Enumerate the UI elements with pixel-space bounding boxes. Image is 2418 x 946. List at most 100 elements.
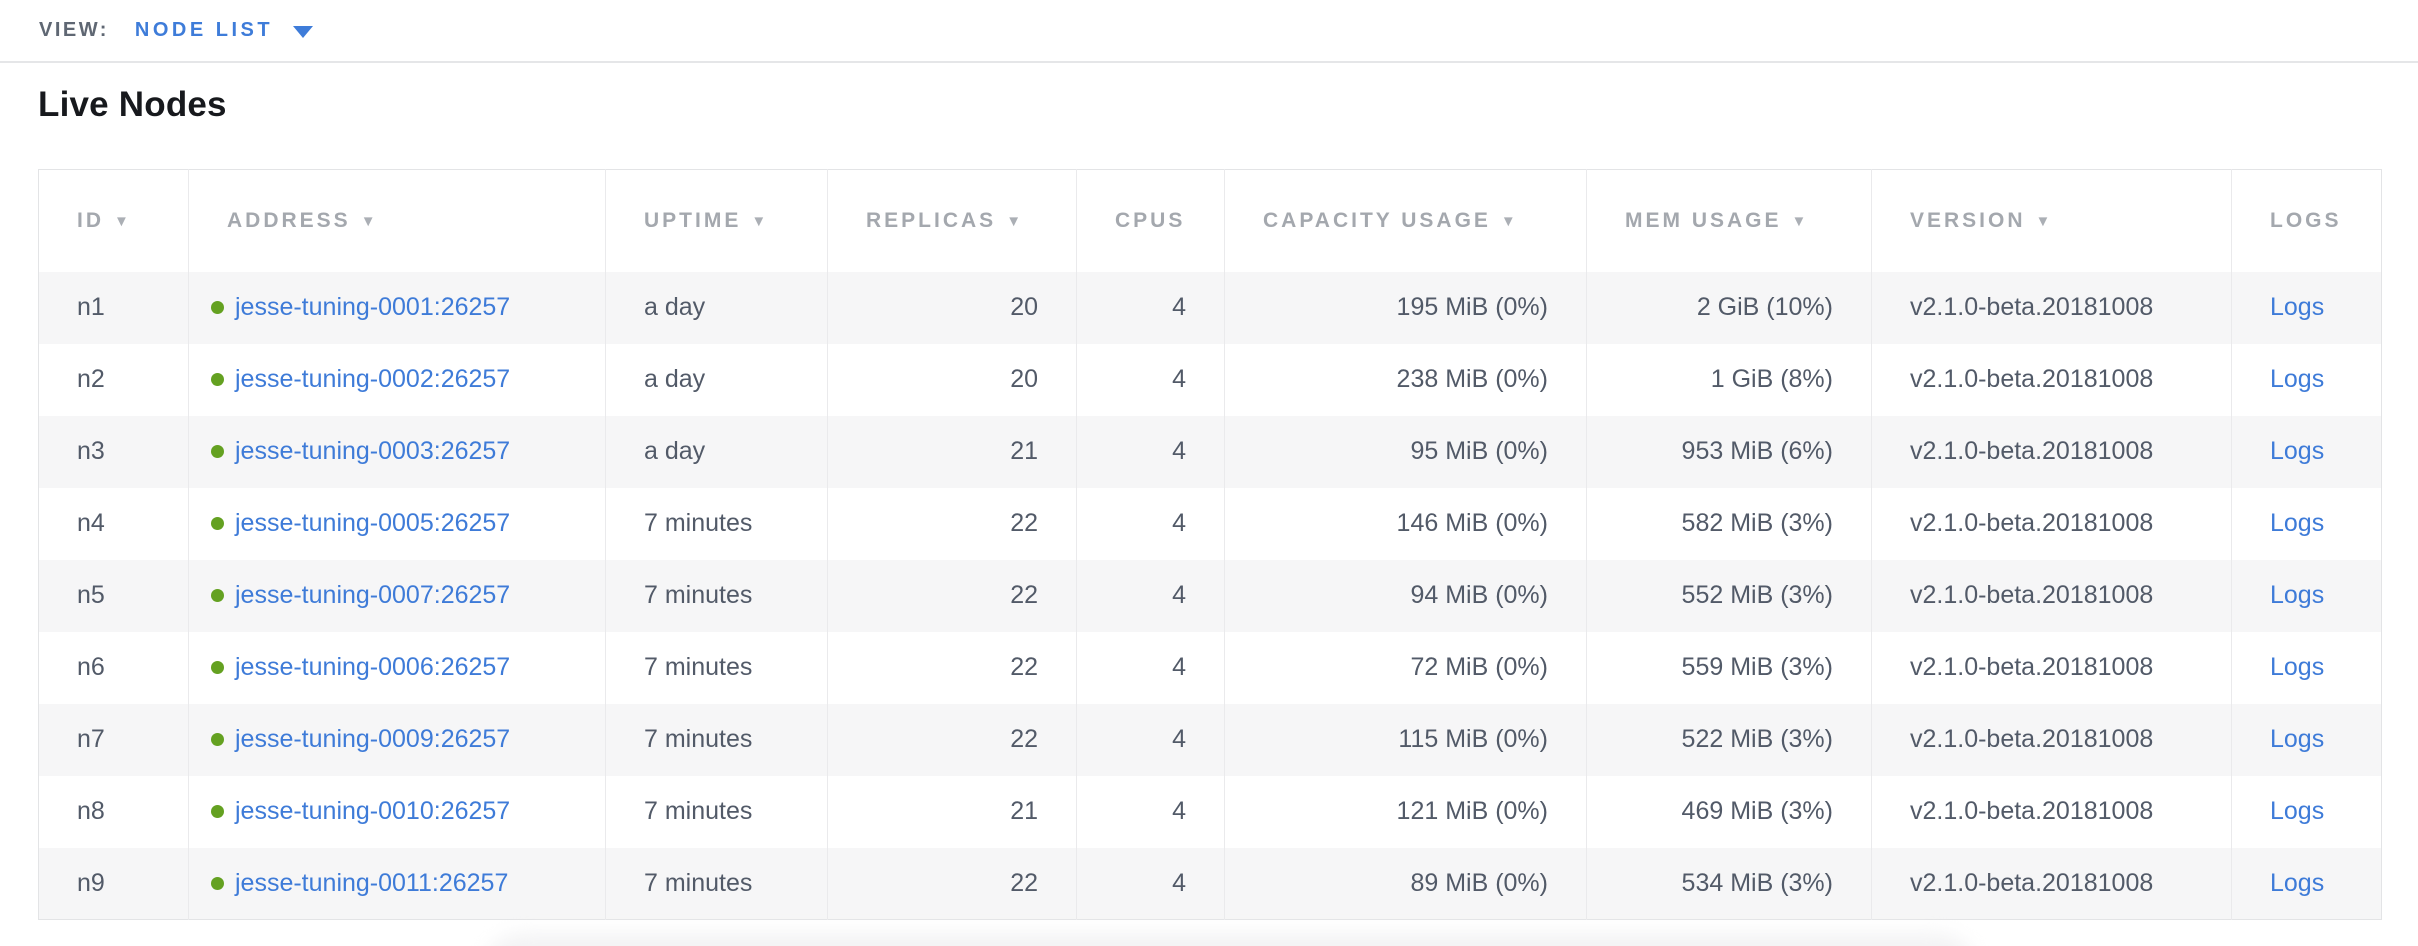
cell-address: jesse-tuning-0002:26257	[188, 343, 606, 416]
cell-uptime: 7 minutes	[605, 847, 828, 920]
column-header-mem[interactable]: MEM USAGE ▼	[1586, 169, 1872, 272]
node-address-link[interactable]: jesse-tuning-0003:26257	[235, 437, 511, 465]
page-title: Live Nodes	[38, 85, 227, 124]
cell-replicas: 22	[827, 847, 1077, 920]
cell-id: n7	[77, 725, 105, 753]
view-label: VIEW:	[39, 19, 109, 41]
cell-address: jesse-tuning-0001:26257	[188, 271, 606, 344]
cell-id: n8	[77, 797, 105, 825]
sort-arrow-icon: ▼	[1500, 212, 1516, 230]
cell-id: n1	[77, 293, 105, 321]
column-header-uptime[interactable]: UPTIME ▼	[605, 169, 828, 272]
node-logs-link[interactable]: Logs	[2270, 868, 2325, 897]
cell-id: n4	[77, 509, 105, 537]
cell-replicas: 22	[827, 487, 1077, 560]
cell-logs: Logs	[2231, 343, 2382, 416]
cell-replicas: 22	[827, 703, 1077, 776]
node-logs-link[interactable]: Logs	[2270, 725, 2325, 753]
column-header-replicas[interactable]: REPLICAS ▼	[827, 169, 1077, 272]
scrolled-element-shadow	[480, 933, 1980, 946]
column-header-address[interactable]: ADDRESS ▼	[188, 169, 606, 272]
view-dropdown[interactable]: NODE LIST	[134, 19, 314, 42]
node-address-link[interactable]: jesse-tuning-0007:26257	[235, 581, 511, 609]
node-logs-link[interactable]: Logs	[2270, 293, 2325, 321]
sort-arrow-icon: ▼	[751, 212, 767, 230]
cell-mem: 522 MiB (3%)	[1586, 703, 1872, 776]
node-status-live-icon	[211, 805, 224, 818]
cell-logs: Logs	[2231, 271, 2382, 344]
cell-uptime: 7 minutes	[605, 631, 828, 704]
column-header-label: MEM USAGE	[1625, 208, 1782, 232]
node-status-live-icon	[211, 589, 224, 602]
cell-version: v2.1.0-beta.20181008	[1871, 271, 2232, 344]
cell-id: n5	[77, 581, 105, 609]
node-row-n4: n4 jesse-tuning-0005:26257 7 minutes 22 4 146…	[38, 487, 2382, 560]
column-header-label: VERSION	[1910, 208, 2026, 232]
cell-replicas: 22	[827, 631, 1077, 704]
node-status-live-icon	[211, 445, 224, 458]
node-status-live-icon	[211, 373, 224, 386]
cell-version: v2.1.0-beta.20181008	[1871, 343, 2232, 416]
cell-address: jesse-tuning-0003:26257	[188, 415, 606, 488]
column-header-capacity[interactable]: CAPACITY USAGE ▼	[1224, 169, 1587, 272]
cell-address: jesse-tuning-0006:26257	[188, 631, 606, 704]
cell-address: jesse-tuning-0007:26257	[188, 559, 606, 632]
node-address-link[interactable]: jesse-tuning-0001:26257	[235, 293, 511, 321]
cell-version: v2.1.0-beta.20181008	[1871, 703, 2232, 776]
cell-capacity: 95 MiB (0%)	[1224, 415, 1587, 488]
cell-version: v2.1.0-beta.20181008	[1871, 631, 2232, 704]
cell-mem: 2 GiB (10%)	[1586, 271, 1872, 344]
node-status-live-icon	[211, 661, 224, 674]
node-address-link[interactable]: jesse-tuning-0010:26257	[235, 797, 511, 825]
sort-arrow-icon: ▼	[360, 212, 376, 230]
column-header-logs: LOGS	[2231, 169, 2382, 272]
node-logs-link[interactable]: Logs	[2270, 581, 2325, 609]
node-address-link[interactable]: jesse-tuning-0002:26257	[235, 365, 511, 393]
cell-version: v2.1.0-beta.20181008	[1871, 847, 2232, 920]
node-address-link[interactable]: jesse-tuning-0009:26257	[235, 725, 511, 753]
cell-address: jesse-tuning-0009:26257	[188, 703, 606, 776]
node-row-n9: n9 jesse-tuning-0011:26257 7 minutes 22 4 89 …	[38, 847, 2382, 920]
node-row-n8: n8 jesse-tuning-0010:26257 7 minutes 21 4 121…	[38, 775, 2382, 848]
cell-id: n6	[77, 653, 105, 681]
cell-version: v2.1.0-beta.20181008	[1871, 559, 2232, 632]
node-logs-link[interactable]: Logs	[2270, 365, 2325, 393]
node-logs-link[interactable]: Logs	[2270, 509, 2325, 537]
main-content: Live Nodes ID ▼ ADDRESS ▼ UPTIME ▼ REPLICAS ▼ CP…	[0, 63, 2418, 920]
column-header-label: ID	[77, 208, 104, 232]
cell-id: n3	[77, 437, 105, 465]
view-selector-bar: VIEW: NODE LIST	[0, 0, 2418, 63]
cell-mem: 552 MiB (3%)	[1586, 559, 1872, 632]
node-address-link[interactable]: jesse-tuning-0006:26257	[235, 653, 511, 681]
column-header-id[interactable]: ID ▼	[38, 169, 189, 272]
column-header-label: UPTIME	[644, 208, 742, 232]
cell-id: n9	[77, 868, 105, 897]
node-address-link[interactable]: jesse-tuning-0011:26257	[235, 868, 509, 897]
cell-uptime: 7 minutes	[605, 487, 828, 560]
cell-cpus: 4	[1076, 415, 1225, 488]
cell-cpus: 4	[1076, 775, 1225, 848]
cell-logs: Logs	[2231, 703, 2382, 776]
cell-mem: 534 MiB (3%)	[1586, 847, 1872, 920]
cell-mem: 469 MiB (3%)	[1586, 775, 1872, 848]
node-logs-link[interactable]: Logs	[2270, 437, 2325, 465]
cell-replicas: 22	[827, 559, 1077, 632]
cell-logs: Logs	[2231, 847, 2382, 920]
node-status-live-icon	[211, 517, 224, 530]
column-header-label: REPLICAS	[866, 208, 997, 232]
cell-capacity: 195 MiB (0%)	[1224, 271, 1587, 344]
node-row-n7: n7 jesse-tuning-0009:26257 7 minutes 22 4 115…	[38, 703, 2382, 776]
node-status-live-icon	[211, 733, 224, 746]
cell-capacity: 94 MiB (0%)	[1224, 559, 1587, 632]
node-address-link[interactable]: jesse-tuning-0005:26257	[235, 509, 511, 537]
cell-cpus: 4	[1076, 847, 1225, 920]
cell-cpus: 4	[1076, 487, 1225, 560]
view-dropdown-value: NODE LIST	[134, 19, 274, 41]
column-header-cpus: CPUS	[1076, 169, 1225, 272]
node-row-n1: n1 jesse-tuning-0001:26257 a day 20 4 195 MiB…	[38, 271, 2382, 344]
column-header-version[interactable]: VERSION ▼	[1871, 169, 2232, 272]
node-logs-link[interactable]: Logs	[2270, 653, 2325, 681]
node-logs-link[interactable]: Logs	[2270, 797, 2325, 825]
node-status-live-icon	[211, 301, 224, 314]
cell-replicas: 21	[827, 775, 1077, 848]
